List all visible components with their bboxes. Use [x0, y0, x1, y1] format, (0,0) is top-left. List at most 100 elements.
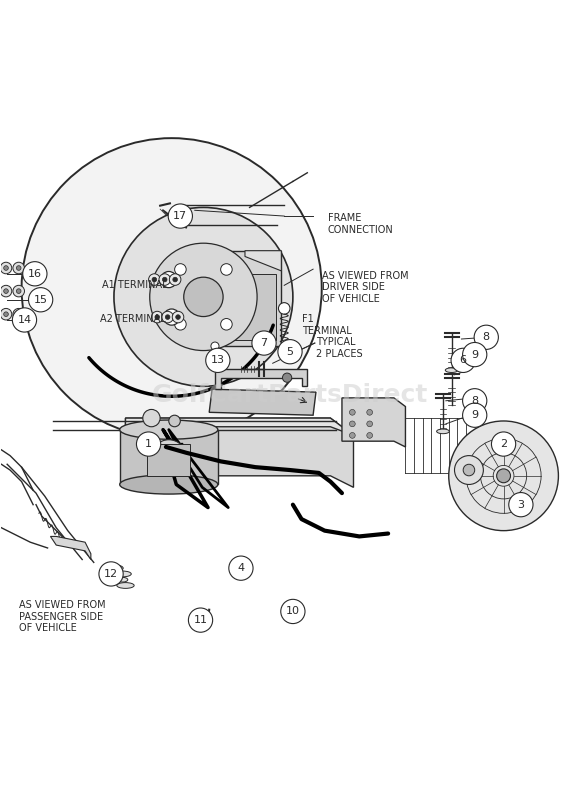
Circle shape — [3, 265, 8, 270]
Circle shape — [175, 264, 186, 275]
Circle shape — [0, 285, 12, 297]
Circle shape — [188, 608, 213, 632]
Circle shape — [206, 348, 230, 373]
Circle shape — [367, 409, 372, 416]
Circle shape — [3, 312, 8, 317]
Circle shape — [16, 312, 21, 317]
Text: 13: 13 — [211, 356, 225, 365]
Text: 16: 16 — [28, 269, 42, 279]
Text: FRAME
CONNECTION: FRAME CONNECTION — [328, 213, 393, 235]
Circle shape — [282, 373, 292, 382]
Circle shape — [451, 348, 475, 373]
Circle shape — [155, 314, 160, 319]
Circle shape — [463, 403, 487, 427]
Circle shape — [463, 343, 487, 367]
Circle shape — [281, 600, 305, 623]
Circle shape — [16, 289, 21, 293]
Text: 9: 9 — [471, 350, 478, 359]
Circle shape — [165, 314, 170, 319]
Circle shape — [162, 311, 173, 323]
Circle shape — [211, 342, 219, 350]
Circle shape — [13, 285, 24, 297]
Circle shape — [143, 409, 160, 427]
Circle shape — [168, 204, 193, 228]
Ellipse shape — [437, 429, 450, 434]
Text: 11: 11 — [194, 615, 208, 625]
Text: 4: 4 — [237, 563, 245, 574]
Ellipse shape — [445, 368, 458, 373]
Circle shape — [21, 138, 322, 438]
Ellipse shape — [117, 577, 128, 582]
Circle shape — [252, 331, 276, 356]
Text: TYPICAL
2 PLACES: TYPICAL 2 PLACES — [316, 337, 362, 359]
Text: F1
TERMINAL: F1 TERMINAL — [302, 314, 351, 336]
Text: A2 TERMINAL: A2 TERMINAL — [100, 314, 165, 324]
Ellipse shape — [117, 582, 134, 589]
Circle shape — [16, 265, 21, 270]
Circle shape — [99, 562, 123, 586]
Text: 8: 8 — [483, 333, 490, 342]
Circle shape — [162, 277, 167, 282]
FancyBboxPatch shape — [221, 250, 281, 346]
Circle shape — [151, 440, 186, 474]
Circle shape — [23, 261, 47, 286]
Circle shape — [278, 303, 290, 314]
Circle shape — [169, 416, 180, 427]
Text: 15: 15 — [34, 295, 48, 305]
Polygon shape — [215, 369, 307, 389]
Circle shape — [0, 308, 12, 320]
Circle shape — [229, 556, 253, 581]
Circle shape — [28, 288, 53, 312]
Circle shape — [164, 309, 180, 325]
Ellipse shape — [119, 420, 218, 439]
Circle shape — [496, 469, 510, 483]
Circle shape — [474, 325, 498, 349]
Circle shape — [463, 465, 474, 476]
Circle shape — [136, 432, 161, 456]
Ellipse shape — [114, 571, 131, 577]
Circle shape — [509, 492, 533, 517]
Circle shape — [350, 409, 355, 416]
Circle shape — [150, 243, 257, 351]
Circle shape — [148, 274, 160, 285]
Text: 9: 9 — [471, 410, 478, 420]
Polygon shape — [50, 536, 91, 559]
Circle shape — [175, 318, 186, 330]
FancyBboxPatch shape — [227, 274, 276, 340]
Circle shape — [367, 421, 372, 427]
Text: 5: 5 — [287, 347, 293, 357]
Circle shape — [184, 277, 223, 317]
Circle shape — [463, 389, 487, 413]
Text: 8: 8 — [471, 396, 478, 406]
Circle shape — [114, 208, 293, 386]
Text: AS VIEWED FROM
DRIVER SIDE
OF VEHICLE: AS VIEWED FROM DRIVER SIDE OF VEHICLE — [322, 271, 408, 304]
Circle shape — [0, 262, 12, 274]
Circle shape — [13, 308, 24, 320]
Circle shape — [159, 274, 171, 285]
Circle shape — [350, 421, 355, 427]
Text: 1: 1 — [145, 439, 152, 449]
Circle shape — [220, 318, 232, 330]
Text: AS VIEWED FROM
PASSENGER SIDE
OF VEHICLE: AS VIEWED FROM PASSENGER SIDE OF VEHICLE — [19, 600, 106, 633]
Circle shape — [491, 432, 516, 456]
Circle shape — [350, 432, 355, 438]
Circle shape — [455, 456, 483, 484]
Circle shape — [173, 277, 177, 282]
Circle shape — [3, 289, 8, 293]
Circle shape — [176, 314, 180, 319]
Ellipse shape — [119, 475, 218, 494]
Polygon shape — [245, 250, 281, 271]
Circle shape — [12, 308, 37, 332]
Polygon shape — [125, 418, 353, 487]
Circle shape — [220, 264, 232, 275]
Circle shape — [449, 421, 559, 531]
Text: 17: 17 — [173, 211, 187, 221]
Text: 12: 12 — [104, 569, 118, 579]
Text: 10: 10 — [286, 607, 300, 616]
Text: 2: 2 — [500, 439, 507, 449]
Polygon shape — [342, 398, 405, 447]
Ellipse shape — [110, 566, 123, 571]
Polygon shape — [119, 430, 218, 484]
Circle shape — [169, 274, 181, 285]
Circle shape — [278, 340, 302, 364]
